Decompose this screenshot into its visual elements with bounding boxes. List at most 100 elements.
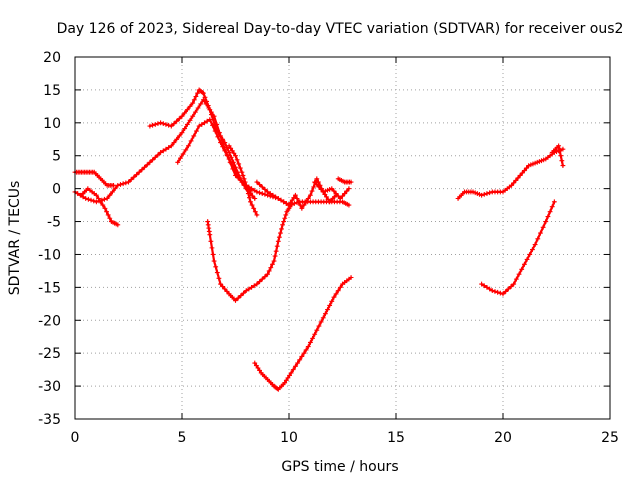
data-point [118, 182, 123, 187]
series-sat-l [252, 275, 354, 392]
data-point [325, 307, 330, 312]
data-point [75, 191, 81, 196]
data-point [220, 144, 226, 150]
data-point [333, 291, 339, 297]
data-point [184, 107, 190, 113]
data-point [245, 191, 251, 196]
data-point [337, 284, 343, 290]
data-point [120, 181, 126, 187]
data-point [254, 281, 260, 287]
data-point [222, 148, 228, 154]
data-point [262, 274, 268, 280]
data-point [516, 271, 522, 277]
data-point [270, 261, 275, 267]
data-point [303, 347, 309, 353]
data-point [237, 165, 243, 171]
y-tick-label: 5 [52, 149, 61, 165]
data-point [115, 222, 121, 228]
data-point [314, 182, 320, 187]
data-point [235, 295, 241, 301]
data-point [147, 159, 153, 165]
data-point [184, 122, 190, 127]
data-point [253, 363, 259, 368]
data-point [259, 191, 265, 196]
data-point [179, 130, 185, 136]
data-point [150, 122, 155, 128]
data-point [201, 90, 206, 96]
data-point [530, 247, 535, 252]
data-point [308, 192, 313, 198]
data-point [481, 191, 487, 197]
data-point [243, 288, 249, 294]
data-point [549, 204, 555, 210]
data-point [158, 150, 163, 155]
data-point [207, 232, 213, 238]
series-sat-c [79, 186, 121, 228]
data-point [275, 238, 281, 244]
data-point [255, 365, 261, 371]
data-point [254, 179, 260, 185]
data-point [484, 284, 490, 290]
data-point [228, 160, 234, 166]
data-point [495, 289, 501, 295]
data-point [107, 215, 113, 221]
data-point [556, 143, 562, 149]
data-point [511, 281, 517, 287]
data-point [131, 174, 137, 180]
data-point [216, 275, 222, 281]
data-point [268, 265, 274, 271]
data-point [278, 230, 283, 236]
data-point [291, 195, 297, 201]
data-point [265, 189, 270, 195]
data-point [174, 136, 180, 142]
data-point [251, 205, 257, 211]
data-point [545, 214, 551, 220]
data-point [226, 143, 232, 149]
data-point [335, 193, 341, 199]
data-point [91, 198, 97, 204]
data-point [285, 375, 291, 381]
data-point [155, 152, 161, 158]
data-point [299, 354, 305, 359]
data-point [112, 186, 118, 192]
data-point [171, 121, 177, 127]
data-point [128, 177, 134, 182]
data-point [279, 226, 284, 232]
data-point [177, 155, 183, 161]
data-point [509, 182, 514, 188]
data-point [492, 289, 498, 294]
data-point [176, 116, 182, 122]
data-point [218, 140, 223, 145]
data-point [241, 290, 246, 296]
data-point [479, 281, 484, 287]
data-point [105, 212, 111, 218]
data-point [257, 190, 262, 196]
y-tick-label: 20 [43, 50, 61, 66]
data-point [558, 153, 564, 159]
data-point [233, 168, 238, 174]
data-point [190, 113, 196, 119]
data-point [560, 163, 566, 168]
chart-title: Day 126 of 2023, Sidereal Day-to-day VTE… [57, 21, 624, 37]
data-point [524, 256, 530, 262]
data-point [220, 136, 226, 142]
data-point [346, 202, 352, 208]
data-point [325, 196, 331, 202]
data-point [250, 193, 256, 199]
data-point [538, 230, 543, 236]
data-point [222, 286, 228, 292]
data-point [142, 164, 147, 170]
data-point [134, 172, 139, 178]
data-point [210, 122, 215, 128]
y-axis-label: SDTVAR / TECUs [7, 181, 23, 296]
data-point [126, 179, 131, 185]
data-point [204, 118, 210, 124]
data-point [180, 151, 186, 157]
data-point [312, 179, 318, 185]
plot-frame [74, 56, 611, 420]
data-point [310, 335, 315, 341]
data-point [559, 158, 565, 164]
data-point [163, 146, 169, 152]
data-point [265, 271, 270, 277]
data-point [207, 107, 213, 113]
